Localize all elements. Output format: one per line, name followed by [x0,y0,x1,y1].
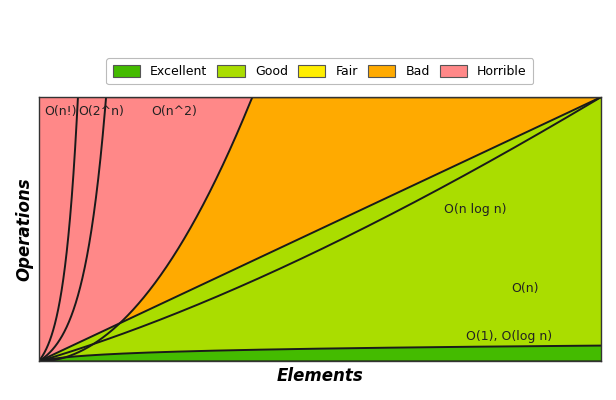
Text: O(n log n): O(n log n) [444,203,506,216]
Text: O(n^2): O(n^2) [151,105,197,118]
Legend: Excellent, Good, Fair, Bad, Horrible: Excellent, Good, Fair, Bad, Horrible [107,58,533,84]
Text: O(n): O(n) [511,282,538,295]
Text: O(2^n): O(2^n) [78,105,124,118]
X-axis label: Elements: Elements [277,367,363,385]
Text: O(n!): O(n!) [44,105,76,118]
Y-axis label: Operations: Operations [15,178,33,281]
Text: O(1), O(log n): O(1), O(log n) [466,330,552,343]
